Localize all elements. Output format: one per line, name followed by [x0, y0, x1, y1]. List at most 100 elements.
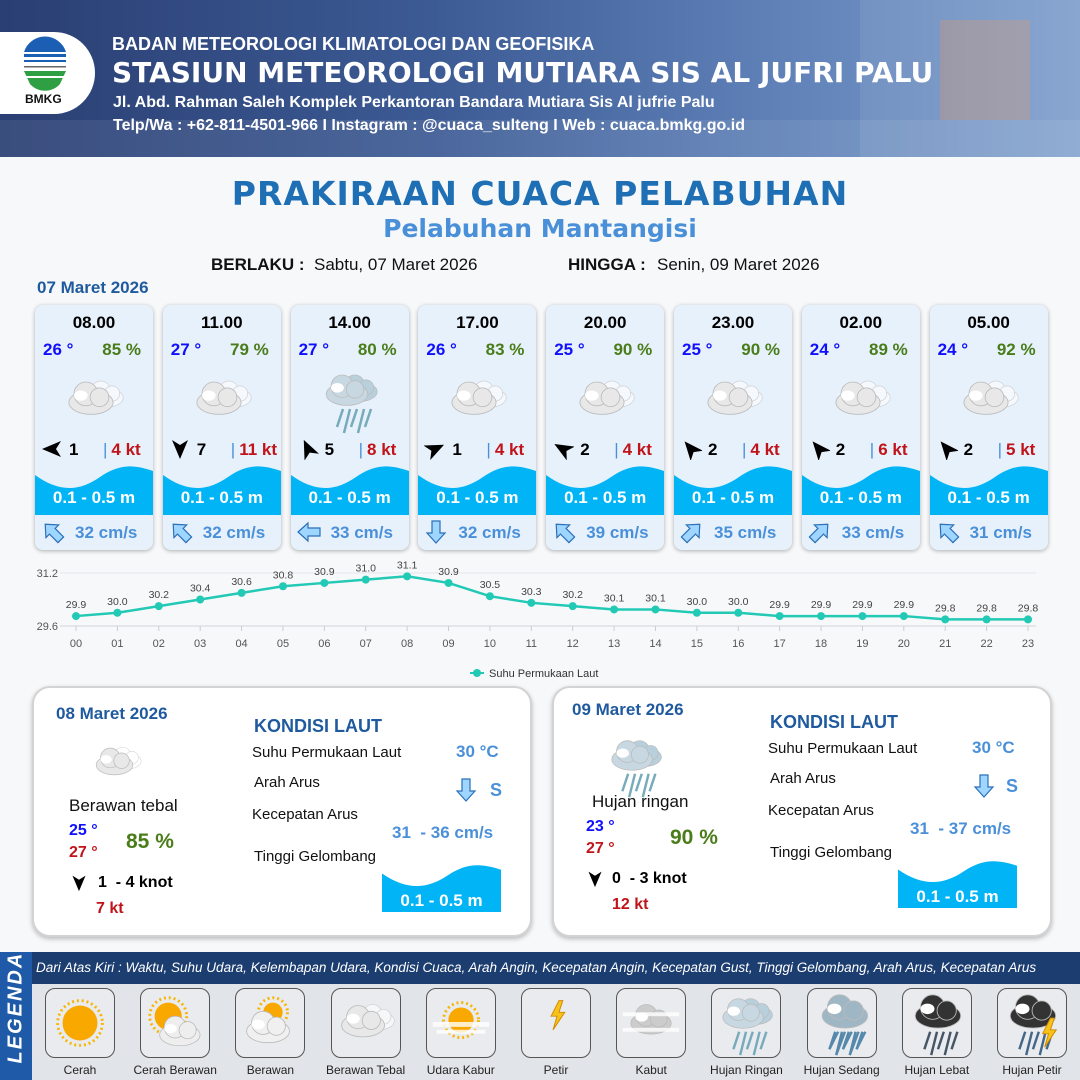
- air-temperature: 26 °: [43, 340, 74, 359]
- wind-speed: 1: [69, 440, 79, 459]
- divider: |: [869, 440, 875, 459]
- temp-max: 27 °: [586, 840, 615, 857]
- wind-direction-icon: [940, 441, 959, 462]
- humidity: 90 %: [670, 826, 718, 849]
- legend-item-berawan: [235, 988, 306, 1058]
- sst-point: [196, 595, 205, 604]
- wind-direction-icon: [72, 875, 86, 892]
- daily-forecast-panel: 09 Maret 2026 Hujan ringan 23 ° 27 ° 90 …: [552, 686, 1052, 937]
- hujan-ringan-icon: [722, 998, 774, 1056]
- sst-label: Suhu Permukaan Laut: [768, 740, 918, 757]
- legend-item-cerah: [45, 988, 115, 1058]
- x-tick-label: 23: [1022, 638, 1034, 650]
- current-direction-label: Arah Arus: [770, 770, 836, 787]
- gust-speed: 4 kt: [494, 440, 525, 459]
- sst-point: [444, 578, 453, 587]
- berawan-tebal-icon: [68, 380, 124, 415]
- air-temperature: 24 °: [809, 340, 841, 359]
- data-label: 30.0: [687, 596, 708, 608]
- forecast-card: 20.00 25 ° 90 % 2 | 4 kt 0.1 - 0.5 m 39 c…: [546, 305, 665, 550]
- current-direction-icon: [555, 523, 576, 544]
- wind-direction-icon: [42, 441, 61, 457]
- sea-condition-title: KONDISI LAUT: [254, 716, 382, 736]
- legend-item-berawan-tebal: [330, 988, 401, 1058]
- data-label: 30.1: [645, 592, 666, 604]
- current-speed: 39 cm/s: [586, 523, 649, 542]
- berawan-tebal-icon: [340, 1004, 395, 1038]
- data-label: 31.0: [356, 563, 377, 575]
- current-direction-icon: [973, 774, 995, 798]
- data-label: 30.2: [562, 589, 583, 601]
- current-direction-icon: [808, 523, 829, 544]
- humidity: 85 %: [102, 340, 141, 359]
- current-speed: 31 cm/s: [969, 523, 1032, 542]
- data-label: 29.9: [811, 599, 832, 611]
- gust-speed: 4 kt: [622, 440, 652, 459]
- data-label: 29.8: [976, 602, 997, 614]
- humidity: 83 %: [485, 340, 525, 359]
- wind-direction-icon: [588, 871, 602, 888]
- cerah-icon: [56, 999, 104, 1047]
- valid-to: Senin, 09 Maret 2026: [657, 255, 820, 274]
- data-label: 30.6: [231, 576, 252, 588]
- current-direction-label: Arah Arus: [254, 774, 320, 791]
- hujan-ringan-icon: [611, 740, 662, 798]
- humidity: 92 %: [996, 340, 1036, 359]
- wave-height: 0.1 - 0.5 m: [947, 488, 1030, 507]
- wind-speed: 1: [452, 440, 462, 459]
- sst-chart: 31.2 29.6 29.9 00 30.0 01 30.2 02 30.4 03 30.6 04 30…: [37, 560, 1039, 680]
- wave-height: 0.1 - 0.5 m: [180, 488, 263, 507]
- divider: |: [358, 440, 364, 459]
- current-direction-icon: [426, 520, 447, 544]
- divider: |: [997, 440, 1003, 459]
- air-temperature: 27 °: [298, 340, 330, 359]
- org-name: BADAN METEOROLOGI KLIMATOLOGI DAN GEOFIS…: [112, 34, 595, 54]
- divider: |: [486, 440, 491, 459]
- berawan-tebal-icon: [835, 380, 891, 415]
- forecast-card: 02.00 24 ° 89 % 2 | 6 kt 0.1 - 0.5 m 33 c…: [801, 305, 920, 550]
- legend-item-hujan-ringan: [711, 988, 782, 1058]
- air-temperature: 27 °: [170, 340, 202, 359]
- forecast-card: 23.00 25 ° 90 % 2 | 4 kt 0.1 - 0.5 m 35 c…: [674, 305, 792, 550]
- data-label: 29.9: [769, 599, 790, 611]
- current-speed: 32 cm/s: [75, 523, 138, 542]
- berawan-tebal-icon: [451, 380, 507, 415]
- sst-point: [113, 608, 122, 617]
- x-tick-label: 14: [649, 638, 661, 650]
- legend-item-label: Hujan Petir: [1002, 1063, 1062, 1077]
- gust-speed: 5 kt: [1006, 440, 1036, 459]
- sst-point: [1024, 615, 1032, 624]
- wave-icon: [929, 466, 1048, 515]
- divider: |: [614, 440, 619, 459]
- wave-icon: [35, 466, 153, 515]
- wave-height-label: Tinggi Gelombang: [770, 844, 893, 861]
- sst-point: [154, 602, 163, 611]
- x-tick-label: 18: [815, 638, 827, 650]
- legend-description: Dari Atas Kiri : Waktu, Suhu Udara, Kele…: [36, 960, 1037, 975]
- gust-speed: 4 kt: [111, 440, 141, 459]
- current-direction-icon: [296, 521, 321, 543]
- divider: |: [742, 440, 747, 459]
- wave-height: 0.1 - 0.5 m: [564, 488, 647, 507]
- wind-speed: 2: [835, 440, 846, 459]
- data-label: 30.9: [438, 566, 459, 578]
- x-tick-label: 08: [401, 638, 413, 650]
- current-direction-icon: [455, 778, 477, 802]
- legend-item-label: Cerah Berawan: [133, 1063, 217, 1077]
- wave-height: 0.1 - 0.5 m: [400, 891, 483, 910]
- current-direction-icon: [44, 523, 65, 544]
- wind-speed: 7: [196, 440, 207, 459]
- wind-range: 1 - 4 knot: [98, 874, 173, 891]
- wave-icon: [162, 466, 281, 515]
- humidity: 80 %: [357, 340, 397, 359]
- current-direction: S: [490, 780, 503, 800]
- wave-height: 0.1 - 0.5 m: [52, 488, 136, 507]
- wave-height: 0.1 - 0.5 m: [308, 488, 391, 507]
- x-tick-label: 17: [774, 638, 786, 650]
- sst-point: [651, 605, 660, 614]
- valid-from: Sabtu, 07 Maret 2026: [314, 255, 478, 274]
- sst-point: [817, 612, 826, 621]
- gust-speed: 8 kt: [367, 440, 397, 459]
- wind-speed: 5: [324, 440, 335, 459]
- hujan-ringan-icon: [325, 374, 378, 434]
